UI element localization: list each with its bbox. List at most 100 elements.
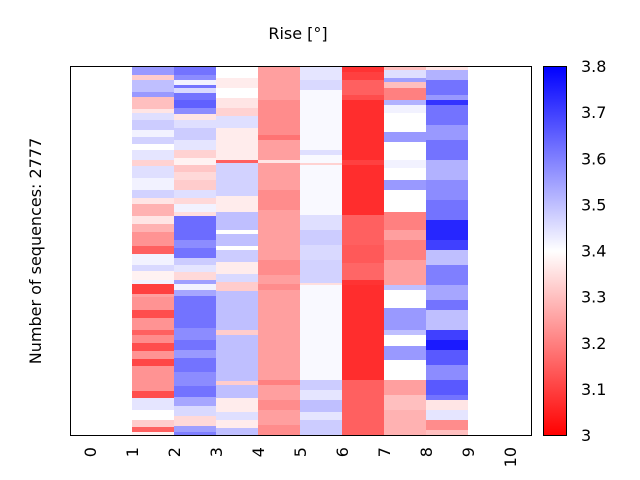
heatmap-cell [132, 130, 174, 137]
heatmap-cell [384, 410, 426, 435]
heatmap-cell [132, 309, 174, 319]
heatmap-cell [426, 349, 468, 365]
heatmap-cell [132, 318, 174, 331]
heatmap-cell [426, 284, 468, 300]
heatmap-cell [174, 128, 216, 141]
heatmap-cell [426, 364, 468, 380]
heatmap-cell [342, 100, 384, 160]
heatmap-cell [342, 244, 384, 263]
y-axis-label: Number of sequences: 2777 [26, 138, 45, 365]
x-tick-label: 6 [333, 447, 352, 457]
heatmap-cell [132, 92, 174, 97]
heatmap-cell [174, 432, 216, 435]
heatmap-cell [132, 197, 174, 204]
heatmap-cell [174, 296, 216, 329]
heatmap-cell [174, 280, 216, 285]
heatmap-cell [426, 419, 468, 430]
colorbar-tick-label: 3.3 [581, 288, 606, 307]
heatmap-cell [426, 429, 468, 435]
heatmap-cell [300, 282, 342, 285]
heatmap-cell [426, 250, 468, 266]
heatmap-cell [216, 98, 258, 108]
heatmap-cell [174, 100, 216, 108]
heatmap-cell [216, 282, 258, 291]
colorbar-tick-label: 3.8 [581, 57, 606, 76]
heatmap-cell [174, 75, 216, 80]
colorbar-tick-labels: 3 3.1 3.2 3.3 3.4 3.5 3.6 3.7 3.8 [581, 57, 606, 445]
heatmap-cell [384, 100, 426, 105]
heatmap-cell [132, 391, 174, 399]
heatmap-cell [384, 239, 426, 261]
heatmap-cell [426, 100, 468, 105]
heatmap-cell [426, 140, 468, 160]
heatmap-cell [132, 136, 174, 144]
heatmap-cell [174, 79, 216, 86]
heatmap-cell [216, 290, 258, 331]
heatmap-cell [384, 395, 426, 411]
heatmap-cell [132, 432, 174, 435]
heatmap-cell [174, 66, 216, 76]
heatmap-cell [132, 330, 174, 335]
heatmap-cell [300, 163, 342, 165]
heatmap-cell [384, 77, 426, 82]
colorbar-tick-label: 3 [581, 426, 591, 445]
heatmap-cell [216, 88, 258, 99]
heatmap-cell [258, 134, 300, 141]
heatmap-cell [132, 189, 174, 198]
heatmap-cell [216, 246, 258, 251]
heatmap-cell [174, 113, 216, 120]
heatmap-cell [300, 244, 342, 261]
heatmap-cell [426, 104, 468, 125]
heatmap-cell [258, 260, 300, 276]
heatmap-cell [300, 79, 342, 91]
heatmap-cell [216, 419, 258, 428]
heatmap-cell [426, 124, 468, 141]
heatmap-cell [216, 234, 258, 247]
heatmap-cell [216, 334, 258, 382]
heatmap-cell [174, 157, 216, 165]
x-tick-label: 10 [501, 447, 520, 467]
heatmap-cell [426, 199, 468, 221]
heatmap-cell [384, 290, 426, 308]
heatmap-cell [132, 223, 174, 232]
heatmap-cell [132, 109, 174, 114]
heatmap-cell [132, 231, 174, 247]
heatmap-cell [216, 115, 258, 129]
heatmap-cell [132, 79, 174, 93]
colorbar-tick-label: 3.6 [581, 149, 606, 168]
colorbar-tick-label: 3.5 [581, 195, 606, 214]
heatmap-cell [300, 284, 342, 380]
heatmap-cell [300, 419, 342, 435]
x-tick-label: 9 [459, 447, 478, 457]
heatmap-cell [384, 189, 426, 213]
heatmap-cell [216, 273, 258, 283]
heatmap-cell [132, 165, 174, 179]
heatmap-cell [174, 203, 216, 213]
x-tick-label: 8 [417, 447, 436, 457]
heatmap-cell [174, 425, 216, 433]
heatmap-cell [384, 212, 426, 230]
heatmap-cell [132, 294, 174, 298]
heatmap-cell [384, 69, 426, 78]
heatmap-cell [300, 400, 342, 413]
heatmap-cell [300, 229, 342, 245]
heatmap-cell [216, 196, 258, 213]
heatmap-cell [384, 104, 426, 114]
heatmap-cell [258, 140, 300, 160]
x-tick-labels: 0 1 2 3 4 5 6 7 8 9 10 [81, 447, 520, 467]
heatmap-cell [216, 250, 258, 262]
heatmap-cell [132, 398, 174, 411]
heatmap-cell [132, 271, 174, 281]
heatmap-cell [342, 284, 384, 380]
heatmap-cell [300, 149, 342, 156]
heatmap-cell [258, 425, 300, 435]
heatmap-cell [174, 258, 216, 266]
heatmap-cell [258, 379, 300, 386]
heatmap-cell [342, 94, 384, 101]
heatmap-cell [384, 132, 426, 143]
heatmap-cell [132, 96, 174, 110]
heatmap-cell [258, 385, 300, 401]
heatmap-cell [426, 299, 468, 310]
heatmap-cell [132, 149, 174, 160]
